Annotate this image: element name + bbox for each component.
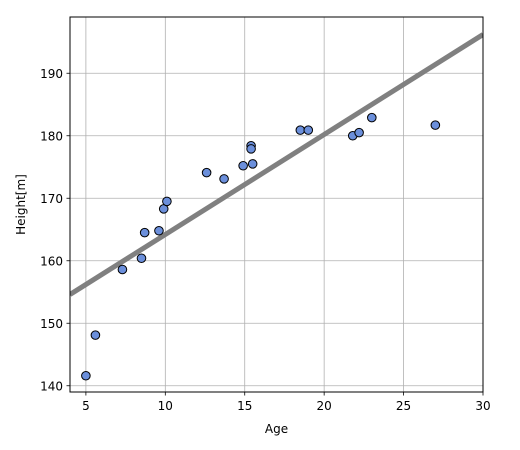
x-tick-label: 10: [158, 399, 173, 413]
data-point: [201, 167, 212, 178]
y-tick-label: 180: [40, 129, 63, 143]
points-layer: [81, 112, 441, 381]
data-point: [295, 125, 306, 135]
fit-line: [70, 32, 483, 297]
x-axis-label: Age: [265, 422, 288, 436]
x-tick-label: 25: [396, 399, 411, 413]
data-point: [247, 159, 258, 169]
data-point: [303, 125, 314, 135]
y-tick-label: 170: [40, 192, 63, 206]
data-point: [139, 227, 150, 238]
x-tick-label: 20: [317, 399, 332, 413]
data-point: [246, 144, 256, 154]
y-tick-label: 140: [40, 379, 63, 393]
x-tick-label: 5: [82, 399, 90, 413]
data-point: [136, 253, 147, 264]
data-point: [219, 174, 229, 184]
plot-frame: [69, 16, 484, 393]
data-point: [238, 160, 248, 171]
x-tick-label: 15: [237, 399, 252, 413]
y-axis-label: Height[m]: [14, 174, 28, 235]
data-point: [90, 330, 101, 340]
fit-line-layer: [70, 32, 483, 297]
data-point: [354, 127, 364, 138]
ticks-layer: 5 10 15 20 25 30 140 150 160 170 180 190: [40, 67, 491, 413]
data-point: [117, 264, 128, 275]
data-point: [154, 225, 164, 236]
data-point: [367, 112, 377, 123]
y-tick-label: 190: [40, 67, 63, 81]
x-tick-label: 30: [475, 399, 490, 413]
data-point: [81, 370, 91, 381]
y-tick-label: 150: [40, 317, 63, 331]
y-tick-label: 160: [40, 254, 63, 268]
data-point: [162, 196, 172, 207]
data-point: [430, 120, 441, 130]
